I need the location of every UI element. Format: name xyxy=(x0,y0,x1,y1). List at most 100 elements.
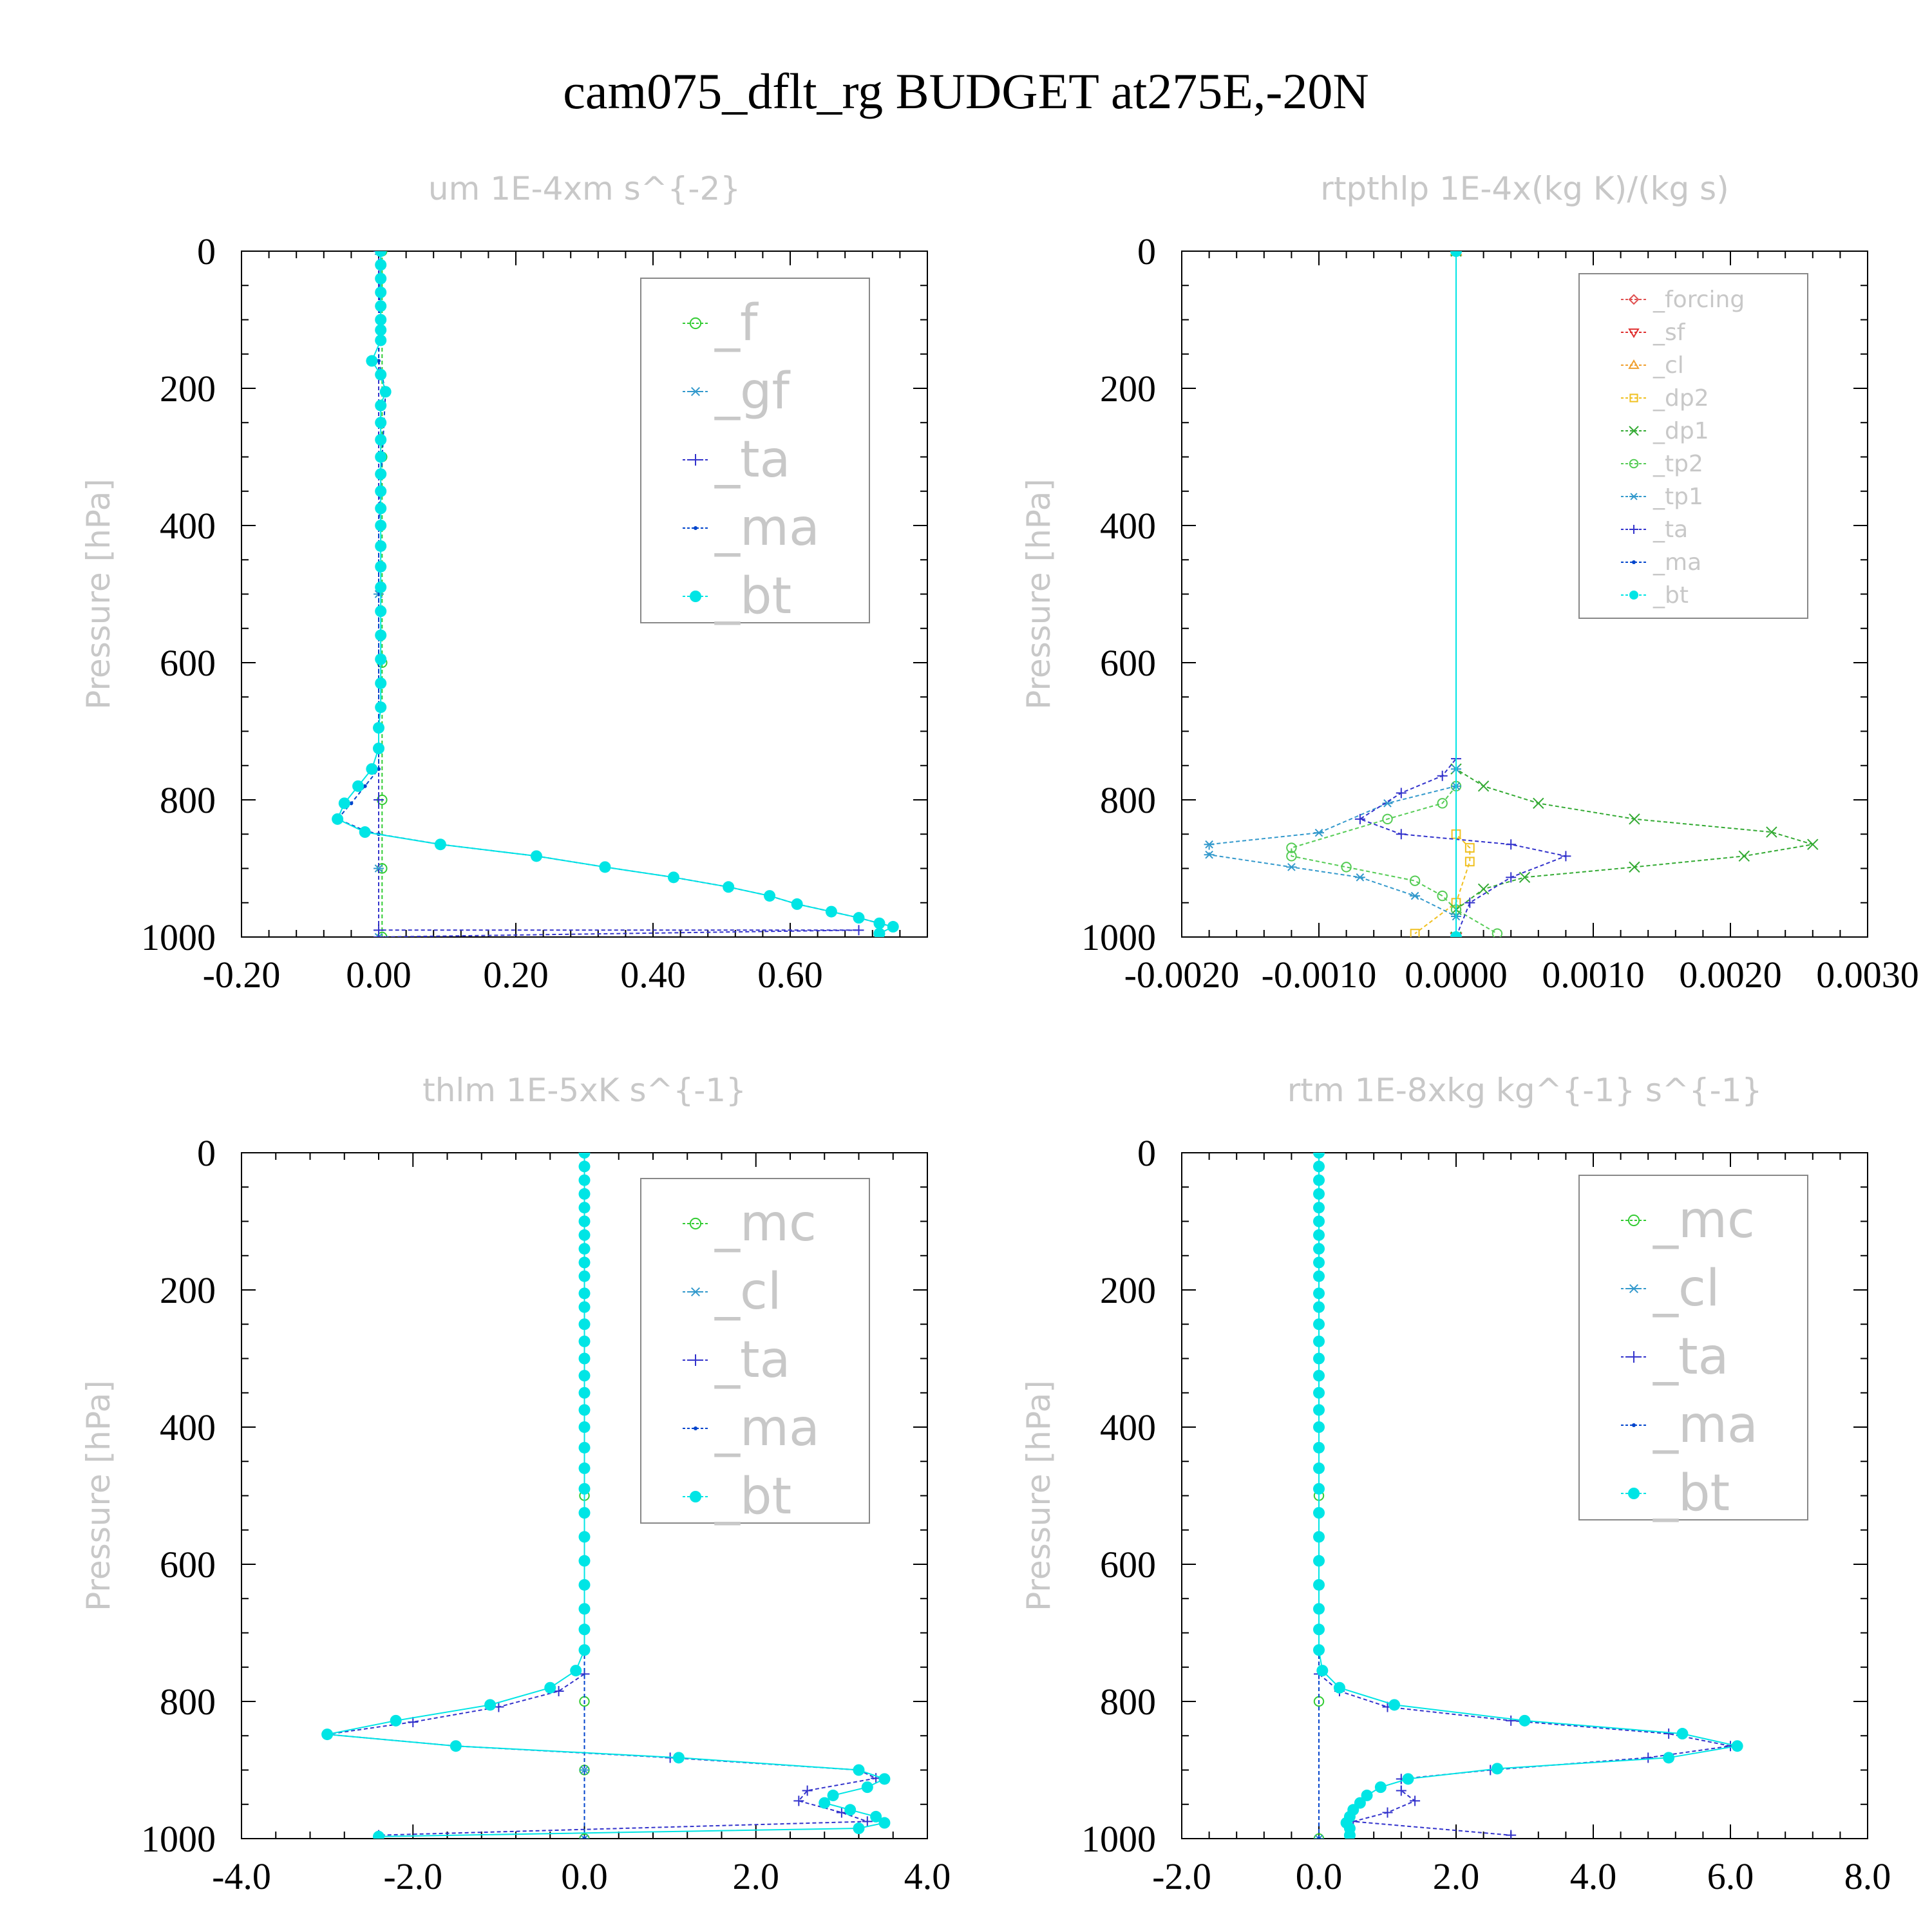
legend-marker xyxy=(690,1354,701,1366)
data-point xyxy=(1410,891,1421,900)
data-point xyxy=(375,368,387,381)
series-line xyxy=(1358,251,1568,937)
data-point xyxy=(1506,1715,1517,1726)
y-tick-label: 0 xyxy=(197,1132,216,1174)
data-point xyxy=(853,1764,865,1776)
legend-label: _ta xyxy=(1653,1328,1728,1386)
data-point xyxy=(1629,861,1640,873)
data-point xyxy=(1313,1318,1325,1331)
data-point xyxy=(553,1686,564,1697)
data-point xyxy=(390,1714,402,1727)
data-point xyxy=(578,1624,591,1636)
y-tick-label: 800 xyxy=(1100,779,1156,821)
x-tick-label: -0.0010 xyxy=(1262,954,1377,996)
data-point xyxy=(1663,1728,1674,1739)
data-point xyxy=(408,1716,419,1727)
x-tick-label: -2.0 xyxy=(1152,1855,1211,1897)
data-point xyxy=(338,797,350,810)
data-point xyxy=(363,784,367,788)
series-bt xyxy=(1313,1153,1743,1839)
data-point xyxy=(578,1188,591,1200)
series-bt xyxy=(321,1153,891,1839)
data-point xyxy=(570,1665,582,1677)
legend-label: _f xyxy=(714,294,759,352)
legend-marker xyxy=(1628,359,1640,369)
legend-marker xyxy=(1629,426,1639,436)
legend-label: _ma xyxy=(714,499,820,557)
series-line xyxy=(1318,1153,1738,1835)
data-point xyxy=(1533,797,1544,810)
panel-2: rtpthlp 1E-4x(kg K)/(kg s) Pressure [hPa]… xyxy=(1020,170,1919,996)
series-dp2 xyxy=(1410,251,1475,937)
legend-marker xyxy=(1629,493,1638,500)
data-point xyxy=(582,1837,587,1839)
legend-label: _tp1 xyxy=(1653,484,1703,510)
data-point xyxy=(1519,871,1531,884)
data-point xyxy=(1437,890,1448,902)
x-tick-label: 0.0010 xyxy=(1542,954,1645,996)
legend-label: _dp1 xyxy=(1653,418,1709,444)
data-point xyxy=(578,1421,591,1433)
data-point xyxy=(1560,851,1571,862)
data-point xyxy=(375,300,387,312)
legend-marker xyxy=(1629,459,1639,469)
data-point xyxy=(1396,829,1406,840)
panel-title: um 1E-4xm s^{-2} xyxy=(428,170,741,207)
legend-label: _cl xyxy=(714,1263,782,1321)
data-point xyxy=(375,334,387,346)
data-point xyxy=(887,921,899,933)
data-point xyxy=(1409,875,1421,886)
data-point xyxy=(349,801,354,806)
legend-label: _forcing xyxy=(1653,287,1745,313)
data-point xyxy=(1313,1603,1325,1615)
y-tick-label: 800 xyxy=(160,779,216,821)
data-point xyxy=(578,1153,591,1159)
y-tick-label: 0 xyxy=(197,231,216,272)
x-tick-label: -0.20 xyxy=(203,954,281,996)
legend-label: _mc xyxy=(1653,1191,1755,1249)
data-point xyxy=(374,933,384,937)
data-point xyxy=(1313,1256,1325,1269)
x-tick-label: -4.0 xyxy=(212,1855,271,1897)
data-point xyxy=(1450,931,1462,937)
legend-marker xyxy=(1629,591,1638,600)
data-point xyxy=(375,629,387,641)
legend-marker xyxy=(690,454,701,466)
data-point xyxy=(578,1301,591,1313)
data-point xyxy=(1341,862,1352,873)
y-tick-label: 200 xyxy=(1100,1269,1156,1311)
panel-3: thlm 1E-5xK s^{-1} Pressure [hPa] -4.0 -2.0… xyxy=(80,1072,951,1897)
data-point xyxy=(1313,1387,1325,1399)
data-point xyxy=(1313,1644,1325,1656)
legend-label: _ta xyxy=(714,431,790,489)
legend-label: _cl xyxy=(1653,352,1684,379)
data-point xyxy=(1766,826,1777,838)
data-point xyxy=(1317,1837,1321,1839)
y-tick-label: 800 xyxy=(160,1681,216,1723)
data-point xyxy=(578,1215,591,1227)
data-point xyxy=(1491,1763,1503,1775)
data-point xyxy=(1738,850,1750,862)
data-point xyxy=(450,1740,462,1752)
data-point xyxy=(1396,1785,1406,1796)
x-tick-label: 0.0 xyxy=(1296,1855,1343,1897)
legend-label: _bt xyxy=(1653,1464,1730,1522)
y-axis-label: Pressure [hPa] xyxy=(80,1380,117,1611)
data-point xyxy=(377,931,388,937)
data-point xyxy=(1313,1578,1325,1591)
data-point xyxy=(1643,1752,1654,1763)
data-point xyxy=(375,324,387,336)
legend-marker xyxy=(1628,294,1640,305)
data-point xyxy=(1450,251,1462,257)
x-tick-label: -2.0 xyxy=(383,1855,442,1897)
x-tick-label: 0.0000 xyxy=(1405,954,1508,996)
y-tick-label: 600 xyxy=(1100,642,1156,684)
x-tick-label: 2.0 xyxy=(1433,1855,1480,1897)
data-point xyxy=(578,1578,591,1591)
data-point xyxy=(1286,842,1297,853)
legend-marker xyxy=(1628,1351,1640,1363)
legend-label: _sf xyxy=(1653,319,1686,346)
x-tick-label: 0.00 xyxy=(346,954,412,996)
series-line xyxy=(327,1153,887,1837)
data-point xyxy=(1314,1834,1324,1839)
